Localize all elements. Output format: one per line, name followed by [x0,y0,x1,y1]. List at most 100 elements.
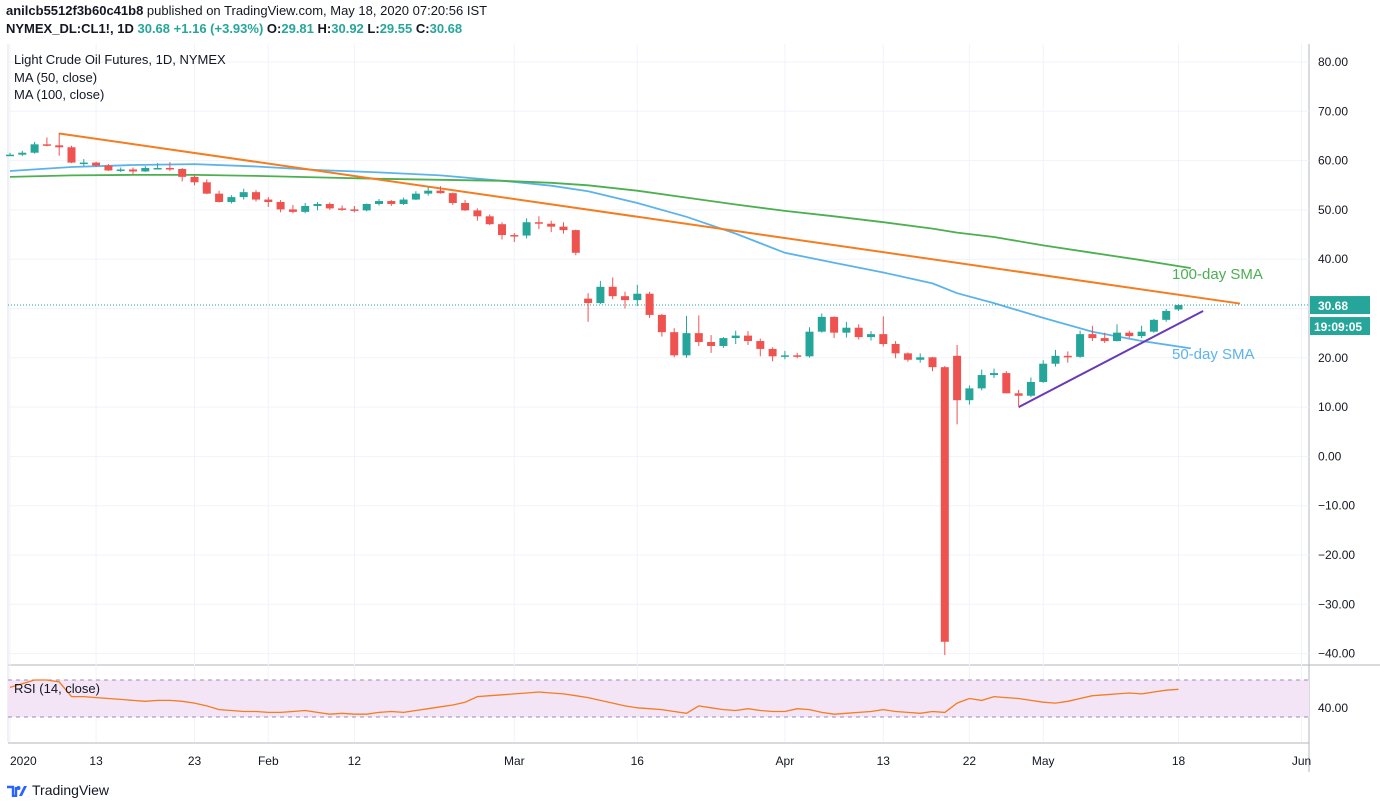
candle-body [338,208,347,210]
tradingview-logo[interactable]: TradingView [6,782,109,798]
candle-body [756,341,765,349]
candle-body [18,152,27,155]
candle-body [547,223,556,227]
candle [584,293,593,322]
candle-body [424,190,433,194]
x-tick-label: 13 [89,754,103,768]
candle [1076,330,1085,358]
x-tick-label: Mar [504,754,525,768]
candle [694,315,703,346]
candle-body [1162,310,1171,320]
candle [116,167,125,172]
candle-body [141,167,150,172]
brand-name: TradingView [32,782,110,798]
candle [953,344,962,425]
candle-body [165,167,174,170]
annotation-100-day-sma: 100-day SMA [1172,266,1263,283]
candle-body [793,355,802,357]
candle [461,200,470,211]
candle [399,197,408,205]
last-price-value: 30.68 [137,21,171,36]
tradingview-logo-icon [7,785,27,797]
y-tick-label: 60.00 [1318,154,1348,168]
candle-body [1002,373,1011,394]
candle [1088,325,1097,342]
candle-body [879,334,888,344]
candle [104,164,113,171]
candle-body [202,182,211,194]
candle-body [657,314,666,333]
candle-body [1137,331,1146,337]
candle-body [178,168,187,177]
countdown-tag [1310,317,1370,336]
open-value: 29.81 [281,21,314,36]
y-tick-label: −40.00 [1318,647,1355,661]
candle-body [1014,393,1023,396]
candle [325,202,334,210]
candle [657,313,666,337]
candle [916,353,925,363]
candle [534,216,543,230]
candle-body [288,209,297,212]
candle [990,368,998,379]
candle-body [1076,334,1085,357]
candle-body [67,147,76,163]
candle [202,179,211,195]
candle [547,220,556,233]
candle-body [1100,338,1109,342]
x-tick-label: Feb [258,754,279,768]
candle-body [116,169,125,171]
candle [830,316,839,339]
author-name[interactable]: anilcb5512f3b60c41b8 [6,3,144,18]
x-tick-label: 16 [631,754,645,768]
candle [1014,389,1023,407]
candle-body [780,355,789,357]
legend-rsi[interactable]: RSI (14, close) [14,681,100,696]
candle-body [153,167,162,170]
candle [264,197,273,207]
y-tick-label: 50.00 [1318,203,1348,217]
candle-body [42,144,51,146]
candle [1063,351,1072,363]
candle [645,291,654,318]
candle-body [411,193,420,200]
candle-body [608,286,617,297]
candle-body [940,367,949,642]
y-tick-label: 20.00 [1318,351,1348,365]
close-label: C: [415,21,430,36]
candle [1149,318,1158,333]
rsi-line [9,679,1179,715]
legend-ma100[interactable]: MA (100, close) [14,87,105,102]
candle [375,199,383,206]
legend-ma50[interactable]: MA (50, close) [14,70,98,85]
candle [867,331,875,341]
candle-body [325,203,334,209]
last-price-tag [1310,296,1370,315]
candle [165,162,174,171]
candle [682,315,691,358]
candle [510,233,519,242]
candle-body [313,203,322,206]
candle [940,366,949,656]
candle-body [571,230,580,253]
candle [387,200,396,206]
ma50-line [9,163,1191,350]
candle [719,337,728,348]
candle [190,175,199,186]
y-tick-label: 80.00 [1318,55,1348,69]
candle-body [977,375,986,389]
y-tick-label: −10.00 [1318,499,1355,513]
candle [215,190,224,203]
candle-body [387,201,396,204]
candle [1113,324,1121,342]
price-pane [8,44,1309,665]
change-value: +1.16 (+3.93%) [173,21,264,36]
candle [928,356,937,372]
candle [571,229,580,256]
candle-body [436,190,445,194]
candle [67,145,76,164]
candle [239,188,248,200]
candle [805,327,814,358]
candle [522,218,531,239]
